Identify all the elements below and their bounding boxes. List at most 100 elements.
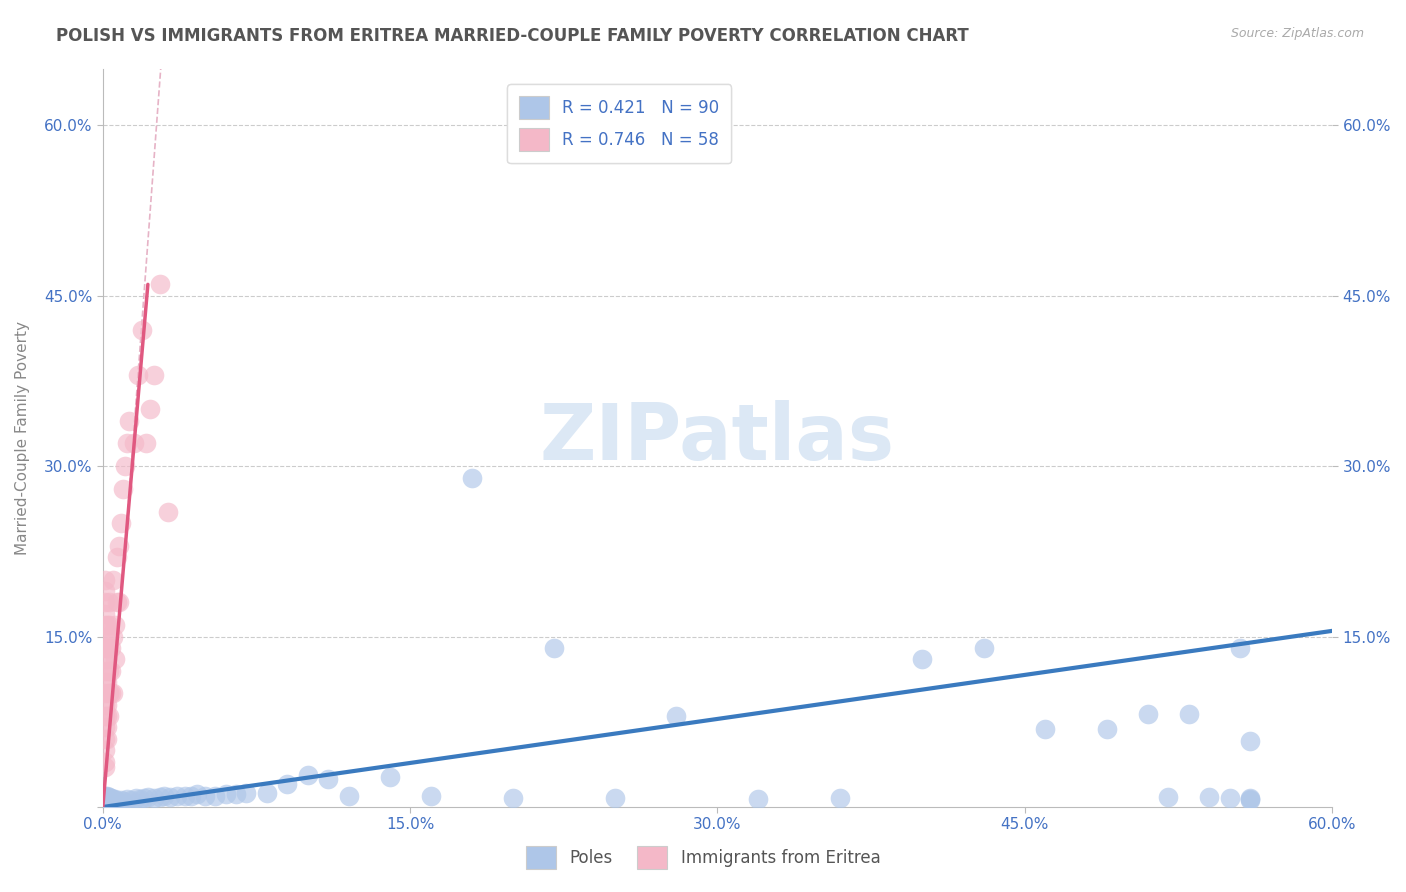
- Point: [139, 402, 162, 417]
- Point: [94, 794, 117, 808]
- Legend: Poles, Immigrants from Eritrea: Poles, Immigrants from Eritrea: [516, 836, 890, 880]
- Point: [100, 796, 122, 810]
- Point: [96, 797, 118, 811]
- Point: [97, 595, 120, 609]
- Point: [194, 789, 217, 803]
- Point: [1095, 722, 1118, 736]
- Point: [235, 786, 257, 800]
- Point: [117, 436, 139, 450]
- Point: [94, 664, 117, 678]
- Point: [100, 791, 122, 805]
- Point: [97, 796, 120, 810]
- Point: [100, 793, 122, 807]
- Point: [97, 797, 120, 812]
- Point: [665, 709, 688, 723]
- Point: [94, 796, 117, 810]
- Point: [1239, 734, 1261, 748]
- Point: [97, 792, 120, 806]
- Point: [135, 436, 157, 450]
- Point: [101, 794, 124, 808]
- Point: [94, 792, 117, 806]
- Point: [114, 459, 136, 474]
- Point: [1136, 706, 1159, 721]
- Point: [101, 686, 124, 700]
- Point: [502, 791, 524, 805]
- Point: [94, 630, 117, 644]
- Point: [747, 792, 769, 806]
- Point: [1239, 792, 1261, 806]
- Point: [1239, 791, 1261, 805]
- Point: [143, 791, 166, 805]
- Point: [94, 794, 117, 808]
- Legend: R = 0.421   N = 90, R = 0.746   N = 58: R = 0.421 N = 90, R = 0.746 N = 58: [508, 84, 731, 163]
- Point: [603, 791, 626, 805]
- Point: [101, 792, 124, 806]
- Point: [94, 797, 117, 811]
- Point: [94, 791, 117, 805]
- Point: [104, 796, 127, 810]
- Point: [276, 777, 298, 791]
- Point: [97, 686, 120, 700]
- Point: [316, 772, 339, 786]
- Point: [94, 731, 117, 746]
- Point: [153, 789, 176, 803]
- Point: [100, 797, 122, 812]
- Point: [460, 470, 482, 484]
- Point: [94, 698, 117, 712]
- Point: [157, 505, 180, 519]
- Point: [96, 640, 118, 655]
- Point: [166, 789, 188, 803]
- Point: [101, 573, 124, 587]
- Point: [94, 721, 117, 735]
- Point: [543, 640, 565, 655]
- Point: [378, 771, 401, 785]
- Point: [94, 573, 117, 587]
- Point: [112, 482, 135, 496]
- Point: [118, 414, 141, 428]
- Point: [97, 618, 120, 632]
- Point: [96, 721, 118, 735]
- Point: [1219, 791, 1241, 805]
- Y-axis label: Married-Couple Family Poverty: Married-Couple Family Poverty: [15, 321, 30, 555]
- Point: [108, 595, 131, 609]
- Point: [256, 786, 278, 800]
- Point: [143, 368, 166, 383]
- Point: [94, 584, 117, 599]
- Point: [94, 797, 117, 812]
- Point: [96, 796, 118, 810]
- Point: [419, 789, 441, 803]
- Point: [97, 789, 120, 804]
- Point: [97, 664, 120, 678]
- Point: [132, 791, 155, 805]
- Point: [96, 793, 118, 807]
- Point: [96, 675, 118, 690]
- Point: [96, 698, 118, 712]
- Point: [94, 709, 117, 723]
- Point: [204, 789, 226, 803]
- Point: [101, 630, 124, 644]
- Point: [96, 792, 118, 806]
- Point: [96, 618, 118, 632]
- Point: [1229, 640, 1251, 655]
- Point: [94, 743, 117, 757]
- Point: [830, 791, 852, 805]
- Point: [112, 794, 135, 808]
- Point: [1177, 706, 1199, 721]
- Point: [97, 797, 120, 811]
- Point: [105, 595, 128, 609]
- Point: [100, 664, 122, 678]
- Point: [96, 791, 118, 805]
- Point: [94, 798, 117, 813]
- Point: [104, 618, 127, 632]
- Point: [97, 794, 120, 808]
- Point: [121, 793, 143, 807]
- Point: [180, 789, 202, 803]
- Point: [94, 793, 117, 807]
- Point: [94, 789, 117, 803]
- Point: [94, 789, 117, 804]
- Point: [94, 595, 117, 609]
- Point: [911, 652, 934, 666]
- Point: [96, 731, 118, 746]
- Point: [100, 686, 122, 700]
- Point: [96, 789, 118, 803]
